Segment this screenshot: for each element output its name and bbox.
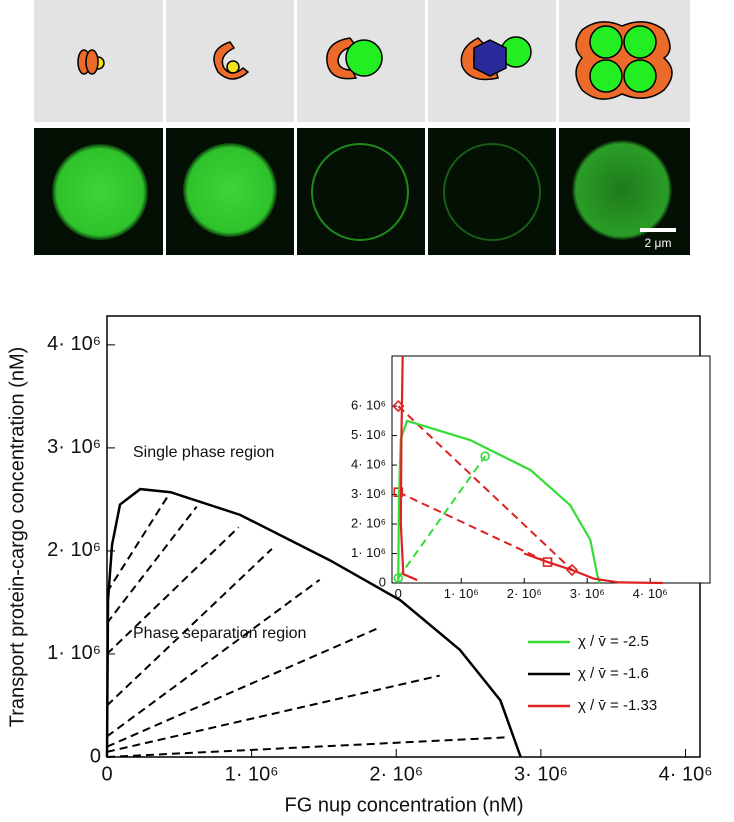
annotation: Phase separation region bbox=[133, 625, 306, 642]
y-tick-label: 0 bbox=[90, 745, 101, 767]
y-tick-label: 0 bbox=[379, 574, 386, 589]
y-tick-label: 3· 10⁶ bbox=[47, 436, 101, 458]
annotation: Single phase region bbox=[133, 444, 274, 461]
x-axis-label: FG nup concentration (nM) bbox=[285, 794, 524, 816]
x-tick-label: 4· 10⁶ bbox=[633, 586, 668, 601]
x-tick-label: 2· 10⁶ bbox=[507, 586, 542, 601]
tie-line bbox=[106, 526, 240, 655]
y-tick-label: 4· 10⁶ bbox=[351, 457, 386, 472]
legend-label: χ / v̄ = -2.5 bbox=[578, 633, 649, 650]
x-tick-label: 3· 10⁶ bbox=[514, 763, 568, 785]
x-tick-label: 3· 10⁶ bbox=[570, 586, 605, 601]
tie-line bbox=[397, 405, 573, 571]
tie-line bbox=[106, 736, 505, 758]
vesicle bbox=[443, 143, 541, 241]
x-tick-label: 1· 10⁶ bbox=[444, 586, 479, 601]
y-tick-label: 3· 10⁶ bbox=[351, 486, 386, 501]
marker bbox=[542, 557, 553, 567]
micrograph bbox=[297, 128, 425, 255]
vesicle bbox=[311, 143, 409, 241]
series-line bbox=[105, 487, 522, 758]
x-tick-label: 4· 10⁶ bbox=[659, 763, 713, 785]
cartoon-row bbox=[34, 0, 690, 122]
y-tick-label: 5· 10⁶ bbox=[351, 427, 386, 442]
y-axis-label: Transport protein-cargo concentration (n… bbox=[6, 347, 28, 728]
y-tick-label: 6· 10⁶ bbox=[351, 398, 386, 413]
y-tick-label: 4· 10⁶ bbox=[47, 333, 101, 355]
tie-line bbox=[106, 626, 381, 748]
vesicle bbox=[52, 144, 148, 240]
legend-label: χ / v̄ = -1.33 bbox=[578, 697, 657, 714]
legend-label: χ / v̄ = -1.6 bbox=[578, 665, 649, 682]
y-tick-label: 1· 10⁶ bbox=[47, 642, 101, 664]
micrograph bbox=[428, 128, 556, 255]
tie-line bbox=[397, 491, 548, 563]
micrograph-row: 2 μm bbox=[34, 128, 690, 255]
vesicle bbox=[183, 143, 277, 237]
tie-line bbox=[106, 548, 273, 707]
x-tick-label: 0 bbox=[395, 586, 402, 601]
tie-line bbox=[106, 578, 321, 738]
scale-bar-label: 2 μm bbox=[645, 236, 672, 250]
tie-line bbox=[106, 506, 198, 624]
vesicle bbox=[572, 140, 672, 240]
y-tick-label: 2· 10⁶ bbox=[351, 515, 386, 530]
y-tick-label: 1· 10⁶ bbox=[351, 545, 386, 560]
tie-line bbox=[106, 674, 440, 753]
inset-frame bbox=[391, 355, 711, 584]
series-line bbox=[397, 419, 601, 584]
series-line bbox=[399, 355, 663, 585]
y-tick-label: 2· 10⁶ bbox=[47, 539, 101, 561]
x-tick-label: 2· 10⁶ bbox=[369, 763, 423, 785]
marker bbox=[480, 451, 490, 462]
tie-line bbox=[106, 495, 169, 593]
x-tick-label: 0 bbox=[101, 763, 112, 785]
tie-line bbox=[397, 455, 487, 579]
cartoon bbox=[77, 21, 673, 100]
x-tick-label: 1· 10⁶ bbox=[225, 763, 279, 785]
